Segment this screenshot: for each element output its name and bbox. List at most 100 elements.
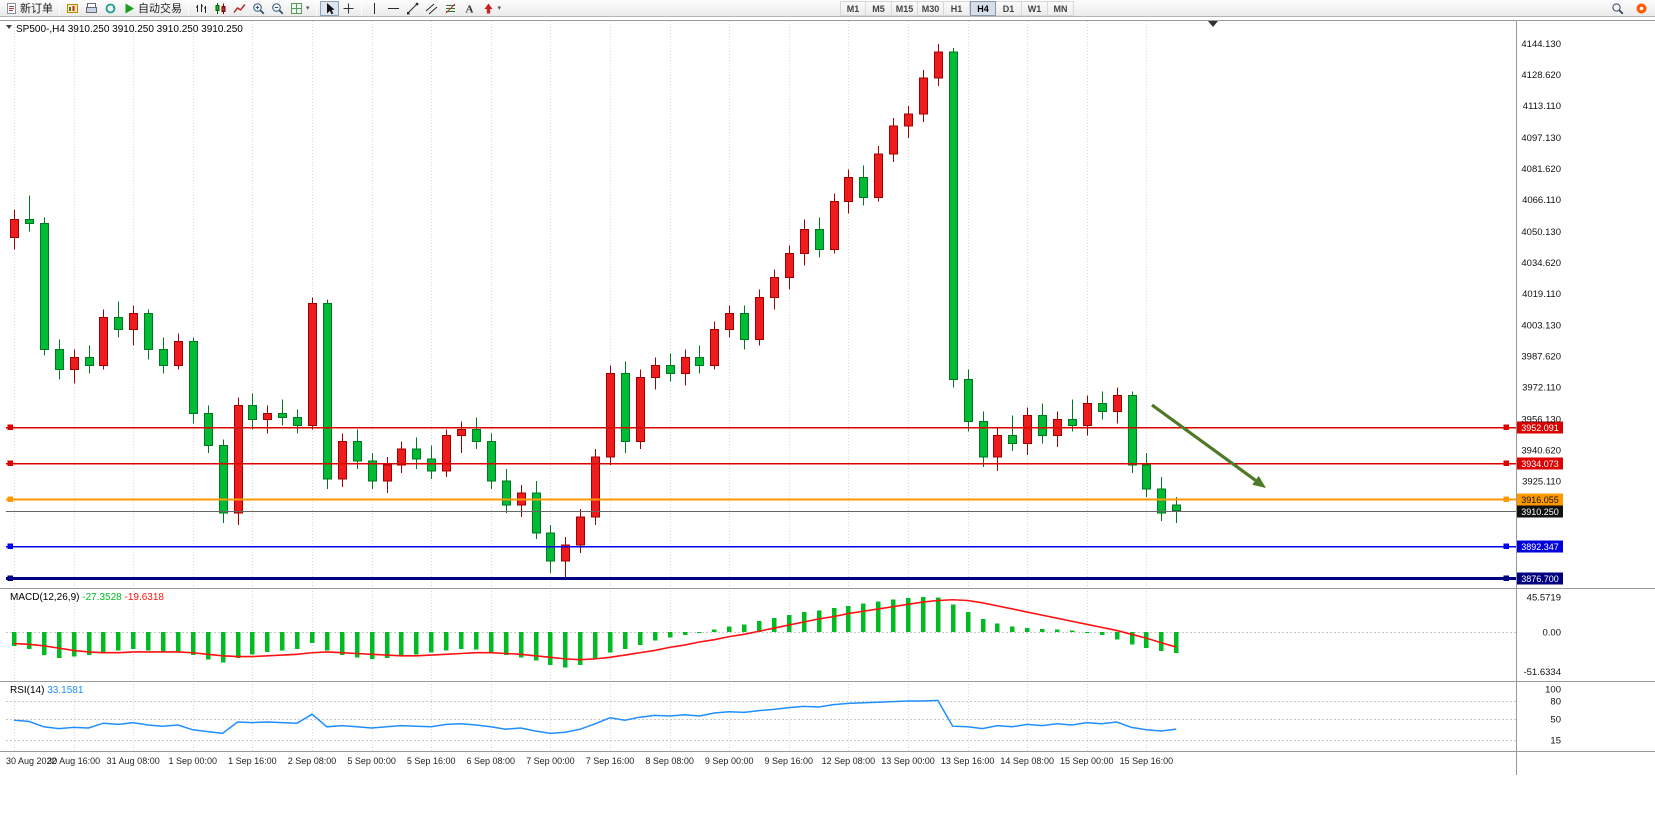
price-axis-label: 4034.620 (1521, 258, 1561, 269)
price-tag (1517, 421, 1563, 434)
support-line-3916[interactable]: 3916.055 (6, 493, 1563, 506)
print-button[interactable] (82, 1, 101, 16)
line-chart-button[interactable] (230, 1, 249, 16)
candle (725, 305, 734, 338)
candle (114, 301, 123, 338)
arrows-tool-button[interactable]: ▾ (479, 1, 505, 16)
line-handle[interactable] (7, 496, 14, 503)
candle (353, 429, 362, 470)
time-axis-label: 15 Sep 16:00 (1120, 756, 1174, 766)
new-order-button[interactable]: 新订单 (2, 1, 56, 16)
candle (651, 357, 660, 390)
trendline-tool-button[interactable] (403, 1, 422, 16)
timeframe-d1-button[interactable]: D1 (996, 1, 1022, 16)
line-handle[interactable] (7, 575, 14, 582)
refresh-button[interactable] (101, 1, 120, 16)
current-price-line[interactable]: 3910.250 (6, 505, 1563, 518)
candle (1008, 415, 1017, 452)
refresh-icon (105, 3, 116, 13)
candle (323, 299, 332, 490)
rsi-axis-label: 80 (1550, 697, 1561, 708)
candle (442, 429, 451, 478)
timeframe-h1-button[interactable]: H1 (944, 1, 970, 16)
text-tool-button[interactable]: A (460, 1, 479, 16)
timeframe-h4-button[interactable]: H4 (970, 1, 996, 16)
time-axis-label: 5 Sep 00:00 (347, 756, 396, 766)
timeframe-m5-button[interactable]: M5 (866, 1, 892, 16)
chart-window-button[interactable] (63, 1, 82, 16)
text-tool-icon: A (465, 3, 473, 15)
vertical-line-icon (373, 2, 375, 14)
line-handle[interactable] (1503, 543, 1510, 550)
timeframe-w1-button[interactable]: W1 (1022, 1, 1048, 16)
price-axis-label: 4081.620 (1521, 164, 1561, 175)
autotrading-label: 自动交易 (138, 3, 182, 15)
timeframe-m1-button[interactable]: M1 (840, 1, 866, 16)
candle (934, 43, 943, 86)
panel-separators (0, 20, 1655, 775)
line-chart-icon (233, 3, 246, 13)
candle (830, 193, 839, 254)
line-handle[interactable] (1503, 460, 1510, 467)
price-axis-label: 4113.110 (1523, 101, 1561, 112)
candle (1038, 403, 1047, 444)
print-icon (86, 2, 97, 13)
resistance-line-3934[interactable]: 3934.073 (6, 457, 1563, 470)
channel-tool-button[interactable] (422, 1, 441, 16)
chart-shift-marker[interactable] (1208, 21, 1218, 27)
toolbar-separator (188, 1, 189, 15)
candle (561, 537, 570, 578)
zoom-in-button[interactable] (249, 1, 268, 16)
line-handle[interactable] (1503, 424, 1510, 431)
price-tag (1517, 572, 1563, 585)
candlesticks (10, 43, 1181, 578)
line-handle[interactable] (1503, 575, 1510, 582)
line-handle[interactable] (7, 424, 14, 431)
indicators-button[interactable]: ▾ (287, 1, 313, 16)
timeframe-m15-button[interactable]: M15 (892, 1, 918, 16)
notification-button[interactable] (1632, 1, 1651, 16)
candle (815, 217, 824, 258)
support-line-3876[interactable]: 3876.700 (6, 572, 1563, 585)
price-tag-label: 3876.700 (1521, 574, 1559, 584)
horizontal-line-tool-button[interactable] (384, 1, 403, 16)
search-icon (1612, 3, 1624, 15)
candle (263, 405, 272, 434)
candlestick-chart-button[interactable] (211, 1, 230, 16)
trend-arrow[interactable] (1151, 403, 1266, 488)
autotrading-button[interactable]: 自动交易 (120, 1, 185, 16)
price-tag-label: 3910.250 (1521, 507, 1559, 517)
cursor-button[interactable] (319, 0, 339, 16)
candle (889, 117, 898, 162)
search-button[interactable] (1608, 1, 1627, 16)
time-axis-label: 13 Sep 00:00 (881, 756, 935, 766)
rsi-axis-label: 15 (1550, 736, 1561, 747)
line-handle[interactable] (7, 460, 14, 467)
toolbar-separator (315, 1, 317, 15)
vertical-line-tool-button[interactable] (365, 1, 384, 16)
line-handle[interactable] (1503, 496, 1510, 503)
candle (248, 393, 257, 430)
time-axis-label: 31 Aug 08:00 (107, 756, 160, 766)
candle (25, 195, 34, 232)
price-tag (1517, 540, 1563, 553)
chart-area[interactable]: 3952.091 3934.073 3916.055 3910.250 3892.347… (0, 17, 1655, 818)
rsi-axis-label: 50 (1550, 715, 1561, 726)
crosshair-button[interactable] (339, 1, 358, 16)
candle (159, 337, 168, 374)
fibonacci-tool-button[interactable] (441, 1, 460, 16)
horizontal-line-icon (387, 7, 399, 9)
line-handle[interactable] (7, 543, 14, 550)
title-marker-icon (6, 25, 12, 29)
zoom-out-button[interactable] (268, 1, 287, 16)
bar-chart-button[interactable] (192, 1, 211, 16)
zoom-in-icon (253, 2, 265, 14)
timeframe-m30-button[interactable]: M30 (918, 1, 944, 16)
resistance-line-3952[interactable]: 3952.091 (6, 421, 1563, 434)
support-line-3892[interactable]: 3892.347 (6, 540, 1563, 553)
candle (55, 339, 64, 380)
candle (472, 417, 481, 450)
candle (204, 405, 213, 454)
timeframe-mn-button[interactable]: MN (1048, 1, 1074, 16)
